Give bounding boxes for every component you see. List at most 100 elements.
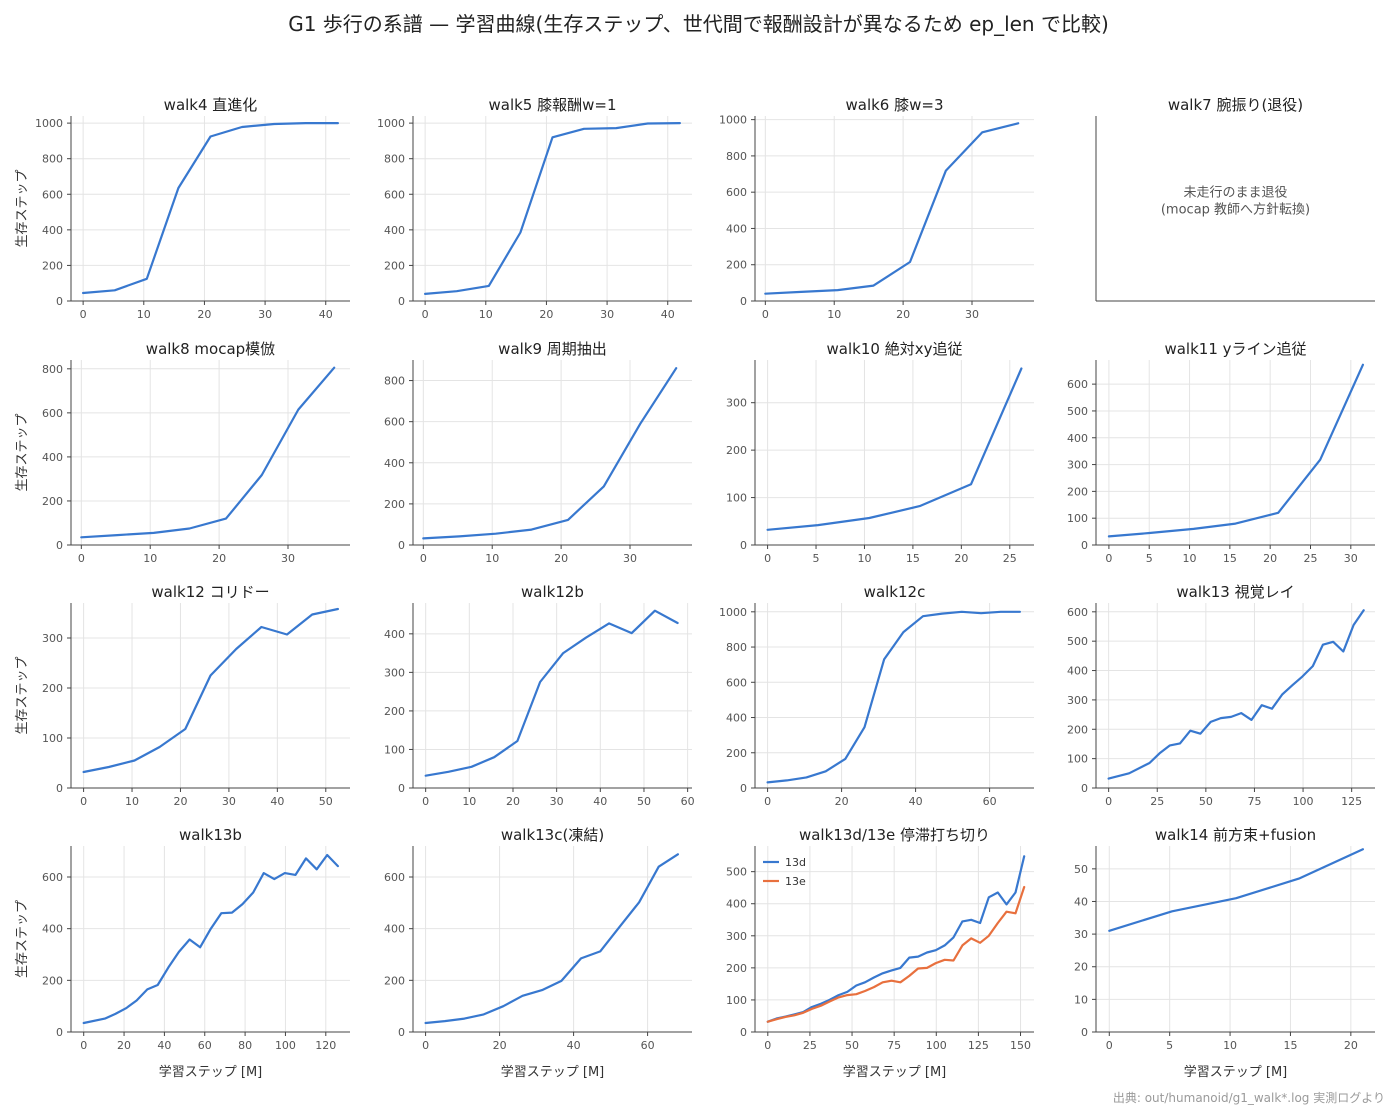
- x-tick-label: 125: [968, 1039, 989, 1052]
- subplot-16: walk14 前方束+fusion 学習ステップ [M] 0 5 10 15 20 0 10 20…: [1074, 826, 1375, 1080]
- source-note: 出典: out/humanoid/g1_walk*.log 実測ログより: [1112, 1091, 1385, 1105]
- retired-note: (mocap 教師へ方針転換): [1161, 202, 1310, 218]
- x-tick-label: 5: [1166, 1039, 1173, 1052]
- x-tick-label: 10: [485, 552, 499, 565]
- y-tick-label: 0: [740, 782, 747, 795]
- x-tick-label: 75: [1247, 795, 1261, 808]
- x-tick-label: 20: [539, 308, 553, 321]
- y-tick-label: 100: [726, 492, 747, 505]
- y-tick-label: 20: [1074, 961, 1088, 974]
- y-tick-label: 0: [1081, 1026, 1088, 1039]
- x-tick-label: 60: [641, 1039, 655, 1052]
- y-tick-label: 10: [1074, 993, 1088, 1006]
- y-tick-label: 800: [726, 641, 747, 654]
- y-tick-label: 200: [384, 974, 405, 987]
- x-tick-label: 80: [238, 1039, 252, 1052]
- y-axis-label: 生存ステップ: [15, 656, 30, 734]
- y-tick-label: 0: [56, 295, 63, 308]
- x-tick-label: 10: [137, 308, 151, 321]
- y-tick-label: 600: [726, 186, 747, 199]
- y-tick-label: 300: [42, 632, 63, 645]
- subplot-title: walk8 mocap模倣: [146, 340, 275, 358]
- y-tick-label: 600: [1067, 606, 1088, 619]
- x-axis-label: 学習ステップ [M]: [159, 1064, 263, 1080]
- y-tick-label: 400: [726, 222, 747, 235]
- x-tick-label: 0: [764, 795, 771, 808]
- x-tick-label: 100: [926, 1039, 947, 1052]
- x-tick-label: 20: [954, 552, 968, 565]
- y-tick-label: 200: [42, 495, 63, 508]
- series-line: [82, 607, 339, 774]
- series-line: [424, 853, 680, 1025]
- y-tick-label: 0: [740, 295, 747, 308]
- y-tick-label: 200: [384, 259, 405, 272]
- x-tick-label: 20: [896, 308, 910, 321]
- x-tick-label: 0: [422, 1039, 429, 1052]
- x-tick-label: 10: [1223, 1039, 1237, 1052]
- figure-title: G1 歩行の系譜 — 学習曲線(生存ステップ、世代間で報酬設計が異なるため ep…: [288, 12, 1109, 36]
- y-tick-label: 300: [726, 397, 747, 410]
- x-tick-label: 40: [270, 795, 284, 808]
- x-tick-label: 60: [983, 795, 997, 808]
- x-tick-label: 60: [681, 795, 695, 808]
- y-tick-label: 200: [384, 498, 405, 511]
- x-tick-label: 20: [835, 795, 849, 808]
- y-tick-label: 400: [726, 898, 747, 911]
- y-tick-label: 1000: [377, 117, 405, 130]
- y-tick-label: 800: [384, 375, 405, 388]
- subplot-6: walk9 周期抽出 0 10 20 30 0 200 400 600 800: [384, 340, 692, 565]
- subplot-title: walk13b: [179, 826, 242, 844]
- x-tick-label: 25: [1003, 552, 1017, 565]
- y-tick-label: 0: [56, 539, 63, 552]
- y-tick-label: 500: [1067, 635, 1088, 648]
- subplot-title: walk9 周期抽出: [498, 340, 607, 358]
- series-line: [81, 121, 339, 295]
- y-tick-label: 1000: [719, 114, 747, 127]
- y-tick-label: 200: [726, 962, 747, 975]
- subplot-3: walk6 膝w=3 0 10 20 30 0 200 400 600 800 1000: [719, 96, 1034, 321]
- subplot-title: walk4 直進化: [164, 96, 258, 114]
- subplot-title: walk14 前方束+fusion: [1155, 826, 1316, 844]
- legend-label: 13d: [785, 856, 806, 869]
- x-tick-label: 10: [462, 795, 476, 808]
- x-tick-label: 10: [125, 795, 139, 808]
- y-tick-label: 0: [398, 1026, 405, 1039]
- x-tick-label: 25: [803, 1039, 817, 1052]
- x-tick-label: 0: [1106, 1039, 1113, 1052]
- x-axis-label: 学習ステップ [M]: [501, 1064, 605, 1080]
- y-tick-label: 800: [42, 363, 63, 376]
- x-tick-label: 0: [420, 552, 427, 565]
- subplot-title: walk13c(凍結): [501, 826, 604, 844]
- x-tick-label: 0: [762, 308, 769, 321]
- y-tick-label: 100: [42, 732, 63, 745]
- y-tick-label: 200: [726, 747, 747, 760]
- y-axis-label: 生存ステップ: [15, 900, 30, 978]
- y-tick-label: 600: [42, 871, 63, 884]
- x-tick-label: 120: [315, 1039, 336, 1052]
- retired-note: 未走行のまま退役: [1183, 186, 1287, 201]
- y-tick-label: 0: [398, 295, 405, 308]
- x-tick-label: 20: [173, 795, 187, 808]
- x-tick-label: 10: [827, 308, 841, 321]
- x-tick-label: 20: [506, 795, 520, 808]
- x-tick-label: 20: [117, 1039, 131, 1052]
- subplot-10: walk12b 0 10 20 30 40 50 60 0 100 200 300 400: [384, 583, 695, 808]
- y-axis-label: 生存ステップ: [15, 169, 30, 247]
- series-line: [422, 367, 678, 540]
- x-tick-label: 50: [637, 795, 651, 808]
- series-line: [1107, 609, 1365, 780]
- x-tick-label: 60: [198, 1039, 212, 1052]
- y-tick-label: 200: [1067, 723, 1088, 736]
- y-tick-label: 300: [384, 666, 405, 679]
- x-tick-label: 30: [281, 552, 295, 565]
- y-tick-label: 0: [1081, 539, 1088, 552]
- x-tick-label: 30: [258, 308, 272, 321]
- y-tick-label: 600: [42, 407, 63, 420]
- x-tick-label: 0: [80, 1039, 87, 1052]
- series-line: [424, 121, 682, 295]
